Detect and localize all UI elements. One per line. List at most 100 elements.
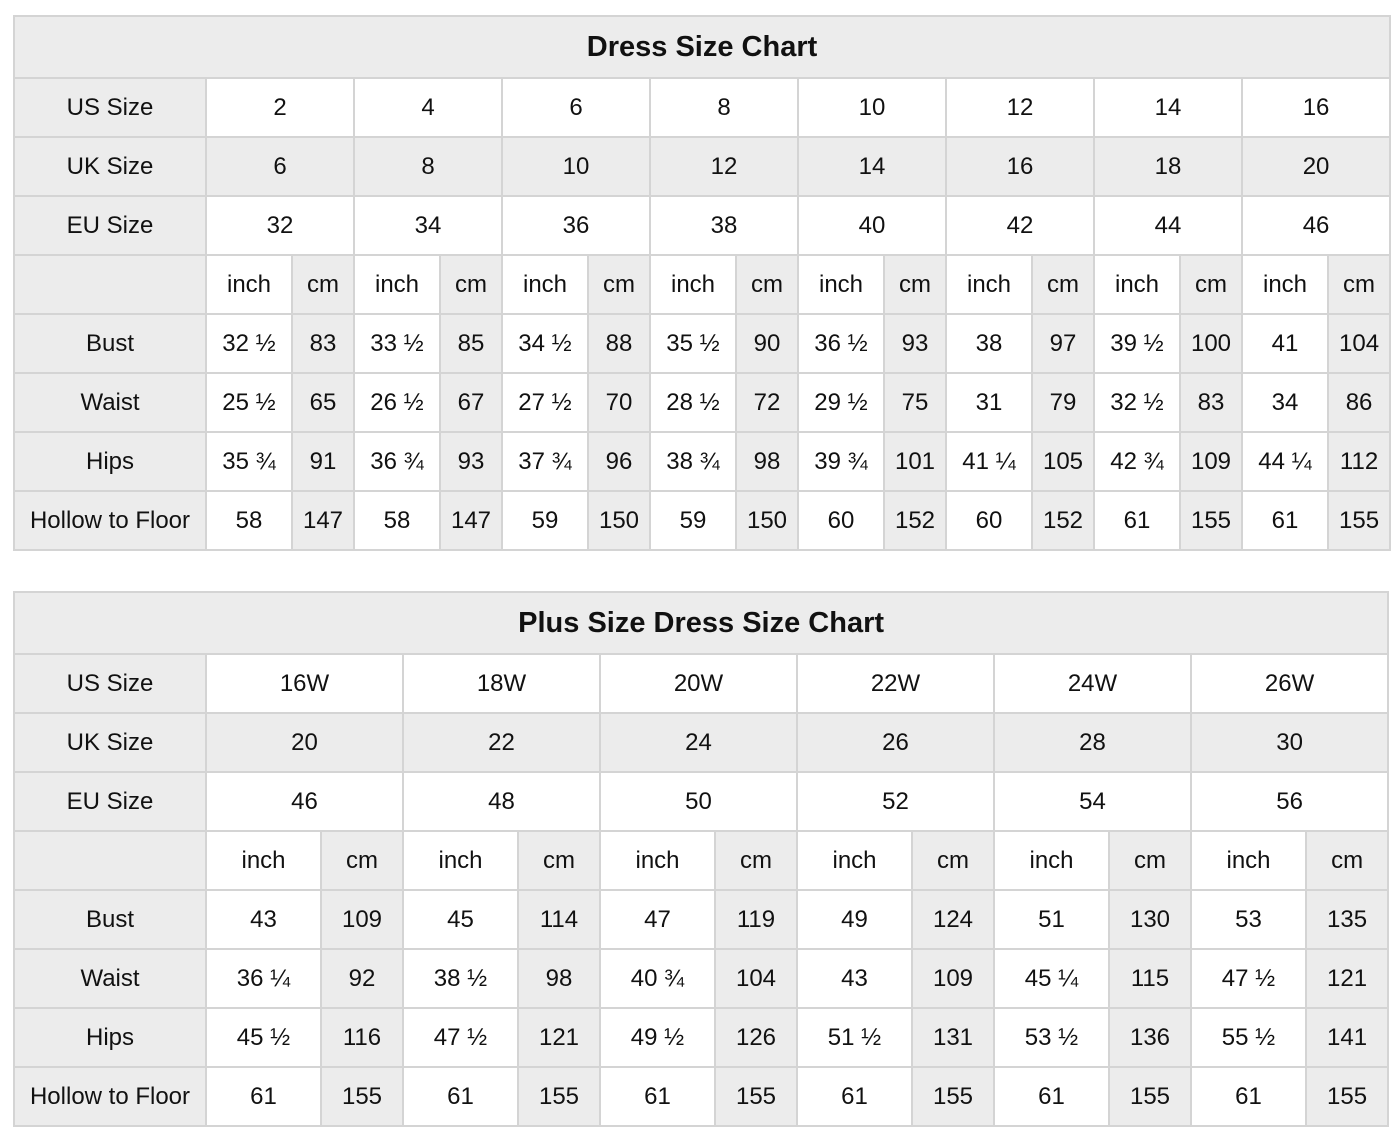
measurement-inch-value-cell: 35 ½ [649, 313, 737, 374]
uk-size-row: UK Size 6 8 10 12 14 16 18 20 [13, 136, 1392, 197]
measurement-inch-value-cell: 61 [993, 1066, 1110, 1127]
unit-header-row: inch cm inch cm inch cm inch cm inch cm inch cm [13, 830, 1390, 891]
measurement-inch-value-cell: 60 [945, 490, 1033, 551]
row-label-cell: Hollow to Floor [13, 490, 207, 551]
size-value-cell: 46 [1240, 195, 1392, 256]
measurement-inch-value-cell: 33 ½ [353, 313, 441, 374]
measurement-inch-value-cell: 61 [1241, 490, 1329, 551]
row-label-cell: Waist [13, 372, 207, 433]
size-value-cell: 38 [649, 195, 799, 256]
size-value-cell: 8 [353, 136, 503, 197]
unit-header-inch-cell: inch [1190, 830, 1307, 891]
unit-header-inch-cell: inch [945, 254, 1033, 315]
uk-size-row: UK Size 20 22 24 26 28 30 [13, 712, 1390, 773]
unit-header-inch-cell: inch [1093, 254, 1181, 315]
measurement-cm-value-cell: 90 [735, 313, 799, 374]
measurement-inch-value-cell: 44 ¼ [1241, 431, 1329, 492]
size-value-cell: 34 [353, 195, 503, 256]
us-size-row: US Size 16W 18W 20W 22W 24W 26W [13, 653, 1390, 714]
unit-row-spacer-cell [13, 830, 207, 891]
us-size-row: US Size 2 4 6 8 10 12 14 16 [13, 77, 1392, 138]
measurement-cm-value-cell: 65 [291, 372, 355, 433]
measurement-inch-value-cell: 61 [205, 1066, 322, 1127]
size-value-cell: 6 [501, 77, 651, 138]
measurement-cm-value-cell: 112 [1326, 431, 1392, 492]
measurement-inch-value-cell: 53 ½ [993, 1007, 1110, 1068]
size-value-cell: 8 [649, 77, 799, 138]
unit-header-cm-cell: cm [714, 830, 798, 891]
hollow-to-floor-row: Hollow to Floor 61 155 61 155 61 155 61 155 61 155… [13, 1066, 1390, 1127]
size-value-cell: 28 [993, 712, 1192, 773]
size-charts: Dress Size Chart US Size 2 4 6 8 10 12 14 16 UK Si… [12, 15, 1392, 1127]
measurement-cm-value-cell: 85 [439, 313, 503, 374]
measurement-inch-value-cell: 26 ½ [353, 372, 441, 433]
row-label-cell: Bust [13, 889, 207, 950]
measurement-cm-value-cell: 152 [1031, 490, 1095, 551]
measurement-cm-value-cell: 93 [883, 313, 947, 374]
measurement-cm-value-cell: 121 [517, 1007, 601, 1068]
measurement-cm-value-cell: 70 [587, 372, 651, 433]
measurement-inch-value-cell: 45 [402, 889, 519, 950]
measurement-inch-value-cell: 43 [796, 948, 913, 1009]
measurement-cm-value-cell: 97 [1031, 313, 1095, 374]
size-value-cell: 6 [205, 136, 355, 197]
measurement-inch-value-cell: 59 [649, 490, 737, 551]
measurement-cm-value-cell: 98 [735, 431, 799, 492]
measurement-inch-value-cell: 32 ½ [205, 313, 293, 374]
measurement-cm-value-cell: 126 [714, 1007, 798, 1068]
measurement-cm-value-cell: 130 [1108, 889, 1192, 950]
size-value-cell: 14 [797, 136, 947, 197]
measurement-cm-value-cell: 104 [714, 948, 798, 1009]
unit-header-inch-cell: inch [649, 254, 737, 315]
measurement-cm-value-cell: 155 [1304, 1066, 1390, 1127]
measurement-inch-value-cell: 28 ½ [649, 372, 737, 433]
measurement-cm-value-cell: 147 [439, 490, 503, 551]
measurement-cm-value-cell: 105 [1031, 431, 1095, 492]
unit-header-cm-cell: cm [517, 830, 601, 891]
measurement-inch-value-cell: 45 ½ [205, 1007, 322, 1068]
measurement-inch-value-cell: 40 ¾ [599, 948, 716, 1009]
measurement-cm-value-cell: 114 [517, 889, 601, 950]
row-label-cell: UK Size [13, 712, 207, 773]
measurement-inch-value-cell: 32 ½ [1093, 372, 1181, 433]
size-value-cell: 10 [797, 77, 947, 138]
measurement-inch-value-cell: 61 [1190, 1066, 1307, 1127]
unit-header-inch-cell: inch [599, 830, 716, 891]
unit-header-cm-cell: cm [883, 254, 947, 315]
measurement-inch-value-cell: 38 ½ [402, 948, 519, 1009]
bust-row: Bust 43 109 45 114 47 119 49 124 51 130 53 135 [13, 889, 1390, 950]
row-label-cell: US Size [13, 77, 207, 138]
row-label-cell: Bust [13, 313, 207, 374]
size-value-cell: 12 [649, 136, 799, 197]
row-label-cell: Waist [13, 948, 207, 1009]
measurement-cm-value-cell: 147 [291, 490, 355, 551]
measurement-inch-value-cell: 47 ½ [402, 1007, 519, 1068]
measurement-inch-value-cell: 42 ¾ [1093, 431, 1181, 492]
measurement-inch-value-cell: 60 [797, 490, 885, 551]
measurement-inch-value-cell: 61 [402, 1066, 519, 1127]
measurement-inch-value-cell: 51 ½ [796, 1007, 913, 1068]
measurement-inch-value-cell: 34 [1241, 372, 1329, 433]
unit-header-inch-cell: inch [1241, 254, 1329, 315]
size-value-cell: 30 [1189, 712, 1390, 773]
size-value-cell: 16 [945, 136, 1095, 197]
table-title-row: Plus Size Dress Size Chart [12, 591, 1390, 655]
size-value-cell: 56 [1189, 771, 1390, 832]
measurement-inch-value-cell: 36 ½ [797, 313, 885, 374]
unit-header-inch-cell: inch [402, 830, 519, 891]
measurement-cm-value-cell: 104 [1326, 313, 1392, 374]
measurement-cm-value-cell: 109 [911, 948, 995, 1009]
unit-header-inch-cell: inch [353, 254, 441, 315]
size-value-cell: 22 [402, 712, 601, 773]
measurement-cm-value-cell: 109 [1179, 431, 1243, 492]
measurement-inch-value-cell: 51 [993, 889, 1110, 950]
measurement-inch-value-cell: 59 [501, 490, 589, 551]
unit-header-cm-cell: cm [320, 830, 404, 891]
table-title-row: Dress Size Chart [12, 15, 1392, 79]
unit-header-cm-cell: cm [1326, 254, 1392, 315]
measurement-cm-value-cell: 93 [439, 431, 503, 492]
measurement-inch-value-cell: 45 ¼ [993, 948, 1110, 1009]
measurement-cm-value-cell: 86 [1326, 372, 1392, 433]
unit-header-inch-cell: inch [796, 830, 913, 891]
size-value-cell: 52 [796, 771, 995, 832]
